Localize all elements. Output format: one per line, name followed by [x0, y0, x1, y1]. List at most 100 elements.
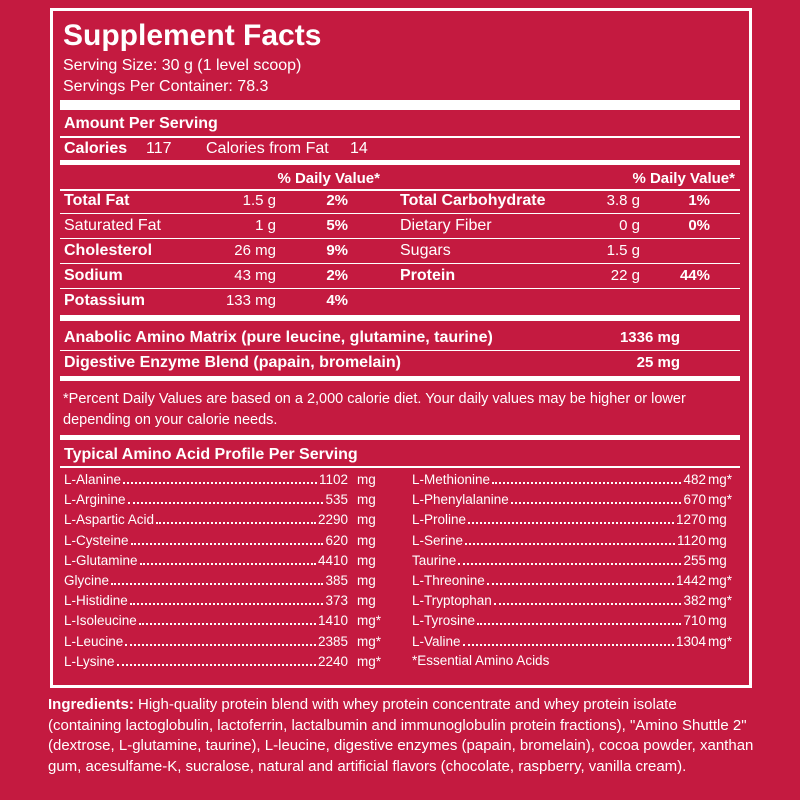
- nutrient-name: Sugars: [400, 242, 451, 259]
- amino-unit: mg: [708, 613, 727, 629]
- amino-row: L-Lysine 2240: [64, 654, 348, 670]
- amino-amount: 1102: [318, 472, 348, 487]
- title: Supplement Facts: [63, 19, 322, 52]
- rule: [60, 100, 740, 110]
- amino-amount: 670: [683, 492, 706, 508]
- dv-header: % Daily Value*: [277, 170, 380, 187]
- amount-per-serving: Amount Per Serving: [64, 115, 218, 132]
- amino-name: Glycine: [64, 573, 110, 588]
- leader: [458, 553, 682, 565]
- amino-name: Taurine: [412, 552, 457, 568]
- label-box: [50, 8, 752, 688]
- amino-row: L-Aspartic Acid 2290: [64, 512, 348, 528]
- calories-value: 117: [146, 140, 172, 157]
- amino-row: L-Tryptophan 382: [412, 593, 706, 609]
- footnote: *Percent Daily Values are based on a 2,0…: [63, 391, 686, 428]
- amino-row: L-Methionine 482: [412, 472, 706, 488]
- amino-amount: 482: [683, 472, 706, 487]
- amino-amount: 620: [325, 532, 348, 548]
- nutrient-name: Cholesterol: [64, 242, 153, 259]
- amino-unit: mg: [357, 552, 376, 568]
- amino-name: L-Lysine: [64, 653, 115, 669]
- amino-row: L-Leucine 2385: [64, 634, 348, 650]
- amino-unit: mg*: [357, 613, 382, 629]
- rule: [60, 288, 740, 289]
- amino-name: L-Tyrosine: [412, 613, 476, 629]
- ingredients: Ingredients: High-quality protein blend …: [48, 695, 754, 777]
- nutrient-dv: 0%: [688, 217, 710, 234]
- leader: [127, 492, 324, 505]
- calories-fat-value: 14: [350, 140, 368, 157]
- amino-amount: 535: [325, 492, 348, 508]
- leader: [477, 613, 682, 626]
- amino-name: L-Serine: [412, 532, 464, 548]
- amino-row: Taurine 255: [412, 553, 706, 569]
- amino-name: L-Alanine: [64, 472, 122, 487]
- amino-name: L-Methionine: [412, 472, 491, 487]
- amino-amount: 385: [325, 573, 348, 588]
- leader: [125, 634, 316, 646]
- rule: [60, 466, 740, 468]
- nutrient-amount: 26 mg: [234, 242, 276, 259]
- amino-row: L-Cysteine 620: [64, 533, 348, 549]
- rule: [60, 189, 740, 191]
- leader: [492, 472, 682, 484]
- leader: [123, 472, 317, 484]
- amino-amount: 1304: [675, 633, 706, 649]
- amino-unit: mg: [357, 472, 376, 487]
- rule: [60, 315, 740, 321]
- amino-unit: mg*: [708, 492, 733, 508]
- rule: [60, 350, 740, 351]
- amino-amount: 382: [683, 593, 706, 609]
- amino-unit: mg: [357, 532, 376, 548]
- amino-name: L-Glutamine: [64, 552, 138, 568]
- nutrient-name: Saturated Fat: [64, 217, 161, 234]
- amino-title: Typical Amino Acid Profile Per Serving: [64, 446, 358, 463]
- blend-amount: 1336 mg: [619, 329, 680, 346]
- leader: [138, 613, 316, 626]
- amino-amount: 2385: [317, 633, 348, 649]
- rule: [60, 238, 740, 239]
- amino-name: L-Isoleucine: [64, 613, 137, 629]
- amino-row: Glycine 385: [64, 573, 348, 589]
- nutrient-name: Protein: [400, 267, 456, 284]
- amino-amount: 1442: [675, 573, 706, 588]
- blend-name: Anabolic Amino Matrix (pure leucine, glu…: [64, 329, 493, 346]
- nutrient-name: Total Fat: [64, 192, 130, 209]
- rule: [60, 376, 740, 381]
- rule: [60, 263, 740, 264]
- leader: [462, 634, 674, 646]
- amino-unit: mg: [357, 492, 376, 508]
- amino-name: L-Phenylalanine: [412, 492, 509, 508]
- nutrient-dv: 2%: [326, 192, 348, 209]
- blend-amount: 25 mg: [636, 354, 680, 371]
- amino-row: L-Proline 1270: [412, 512, 706, 528]
- amino-row: L-Phenylalanine 670: [412, 492, 706, 508]
- amino-unit: mg: [708, 552, 727, 568]
- calories-label: Calories: [64, 140, 128, 157]
- amino-name: L-Cysteine: [64, 532, 129, 548]
- amino-unit: mg*: [708, 633, 733, 649]
- rule: [60, 160, 740, 165]
- nutrient-name: Total Carbohydrate: [400, 192, 546, 209]
- amino-unit: mg*: [708, 472, 733, 487]
- amino-name: L-Valine: [412, 633, 461, 649]
- nutrient-amount: 1.5 g: [242, 192, 276, 209]
- leader: [130, 533, 324, 545]
- nutrient-amount: 1 g: [255, 217, 276, 234]
- amino-unit: mg: [357, 573, 376, 588]
- amino-amount: 255: [683, 552, 706, 568]
- amino-unit: mg: [708, 512, 727, 528]
- nutrient-dv: 5%: [326, 217, 348, 234]
- amino-note: *Essential Amino Acids: [412, 653, 550, 668]
- amino-unit: mg*: [708, 573, 733, 588]
- amino-unit: mg*: [357, 653, 382, 669]
- amino-amount: 1120: [676, 532, 706, 548]
- nutrient-amount: 22 g: [610, 267, 640, 284]
- ingredients-text: High-quality protein blend with whey pro…: [48, 696, 754, 775]
- amino-amount: 2290: [317, 512, 348, 528]
- amino-row: L-Tyrosine 710: [412, 613, 706, 629]
- nutrient-amount: 0 g: [619, 217, 640, 234]
- amino-row: L-Histidine 373: [64, 593, 348, 609]
